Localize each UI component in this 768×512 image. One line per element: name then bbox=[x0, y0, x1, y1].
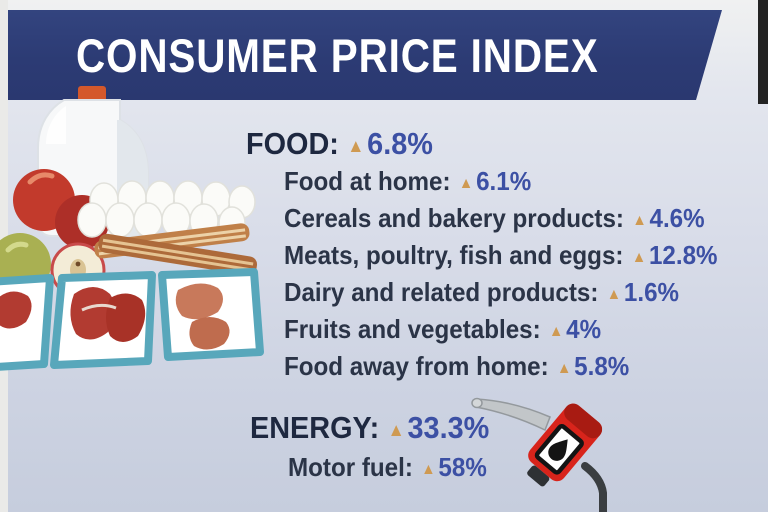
item-label: Food away from home: bbox=[284, 351, 549, 381]
up-arrow-icon: ▲ bbox=[632, 212, 647, 229]
food-item-row: Food away from home: ▲ 5.8% bbox=[284, 351, 629, 382]
up-arrow-icon: ▲ bbox=[347, 135, 365, 156]
food-item-row: Cereals and bakery products: ▲ 4.6% bbox=[284, 203, 705, 234]
up-arrow-icon: ▲ bbox=[458, 175, 474, 192]
up-arrow-icon: ▲ bbox=[631, 249, 647, 266]
food-heading-row: FOOD: ▲ 6.8% bbox=[246, 126, 433, 162]
up-arrow-icon: ▲ bbox=[557, 360, 572, 377]
item-label: Meats, poultry, fish and eggs: bbox=[284, 240, 624, 270]
food-item-row: Meats, poultry, fish and eggs: ▲ 12.8% bbox=[284, 240, 718, 271]
up-arrow-icon: ▲ bbox=[387, 419, 405, 440]
item-value: 4.6% bbox=[649, 203, 705, 233]
bacon-icon bbox=[94, 223, 258, 276]
up-arrow-icon: ▲ bbox=[606, 286, 622, 303]
energy-item-row: Motor fuel: ▲ 58% bbox=[288, 452, 487, 483]
food-item-row: Fruits and vegetables: ▲ 4% bbox=[284, 314, 601, 345]
item-label: Fruits and vegetables: bbox=[284, 314, 541, 344]
energy-heading-row: ENERGY: ▲ 33.3% bbox=[250, 410, 489, 446]
up-arrow-icon: ▲ bbox=[421, 461, 436, 478]
item-label: Dairy and related products: bbox=[284, 277, 599, 307]
energy-heading: ENERGY: bbox=[250, 410, 380, 445]
food-heading: FOOD: bbox=[246, 126, 339, 161]
page-title: CONSUMER PRICE INDEX bbox=[76, 29, 599, 82]
food-value: 6.8% bbox=[367, 126, 433, 161]
energy-value: 33.3% bbox=[407, 410, 490, 445]
title-banner: CONSUMER PRICE INDEX bbox=[8, 10, 722, 100]
up-arrow-icon: ▲ bbox=[549, 323, 564, 340]
item-value: 58% bbox=[438, 452, 487, 482]
food-item-row: Dairy and related products: ▲ 1.6% bbox=[284, 277, 679, 308]
item-value: 12.8% bbox=[648, 240, 718, 270]
item-value: 5.8% bbox=[574, 351, 630, 381]
item-value: 6.1% bbox=[476, 166, 532, 196]
item-label: Food at home: bbox=[284, 166, 451, 196]
right-dark-edge bbox=[758, 0, 768, 104]
food-item-row: Food at home: ▲ 6.1% bbox=[284, 166, 531, 197]
meat-trays-icon bbox=[0, 268, 264, 371]
item-value: 4% bbox=[566, 314, 602, 344]
item-value: 1.6% bbox=[623, 277, 680, 307]
item-label: Cereals and bakery products: bbox=[284, 203, 624, 233]
fuel-nozzle-icon bbox=[471, 397, 607, 512]
item-label: Motor fuel: bbox=[288, 452, 413, 482]
groceries-illustration bbox=[0, 86, 264, 371]
